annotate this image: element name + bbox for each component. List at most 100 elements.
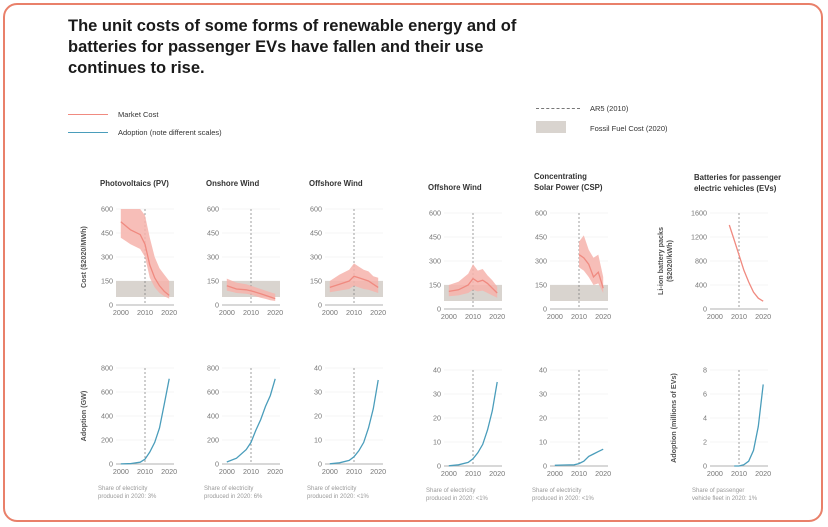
y-tick-label: 30 [433, 390, 441, 399]
market-cost-line [329, 275, 379, 289]
y-tick-label: 600 [207, 388, 219, 397]
x-tick-label: 2010 [731, 312, 747, 321]
y-tick-label: 40 [433, 366, 441, 375]
legend-ar5: AR5 (2010) [590, 104, 629, 113]
card-frame [3, 3, 823, 522]
y-tick-label: 300 [429, 257, 441, 266]
y-tick-label: 0 [437, 305, 441, 314]
x-tick-label: 2010 [346, 308, 362, 317]
adoption-swatch [68, 132, 108, 133]
y-tick-label: 1200 [691, 233, 707, 242]
y-tick-label: 400 [207, 412, 219, 421]
x-tick-label: 2020 [755, 312, 771, 321]
x-tick-label: 2000 [322, 467, 338, 476]
y-tick-label: 150 [429, 281, 441, 290]
market-cost-line [578, 254, 604, 289]
y-tick-label: 40 [314, 364, 322, 373]
y-tick-label: 600 [207, 205, 219, 214]
y-axis-label: Adoption (GW) [79, 390, 88, 441]
panel-title: Concentrating [534, 172, 587, 181]
x-tick-label: 2010 [346, 467, 362, 476]
share-note: produced in 2020: <1% [532, 496, 595, 502]
x-tick-label: 2000 [441, 312, 457, 321]
y-tick-label: 450 [429, 233, 441, 242]
market-cost-line [120, 221, 170, 296]
y-tick-label: 600 [310, 205, 322, 214]
market-cost-line [226, 285, 276, 300]
x-tick-label: 2020 [370, 467, 386, 476]
y-tick-label: 0 [215, 301, 219, 310]
x-tick-label: 2020 [595, 469, 611, 478]
share-note: Share of electricity [204, 486, 253, 492]
y-tick-label: 0 [318, 301, 322, 310]
y-axis-label: Cost ($2020/MWh) [79, 225, 88, 288]
x-tick-label: 2000 [113, 308, 129, 317]
x-tick-label: 2020 [161, 467, 177, 476]
cost-range-band [226, 278, 276, 301]
x-tick-label: 2010 [571, 469, 587, 478]
legend-fossil: Fossil Fuel Cost (2020) [590, 124, 668, 133]
x-tick-label: 2010 [137, 308, 153, 317]
y-tick-label: 10 [433, 438, 441, 447]
y-tick-label: 450 [101, 229, 113, 238]
market-cost-line [448, 277, 498, 294]
y-tick-label: 600 [101, 388, 113, 397]
y-tick-label: 150 [101, 277, 113, 286]
y-tick-label: 20 [433, 414, 441, 423]
x-tick-label: 2000 [547, 469, 563, 478]
panel-title: Offshore Wind [428, 183, 482, 192]
y-tick-label: 0 [543, 462, 547, 471]
x-tick-label: 2020 [267, 308, 283, 317]
y-tick-label: 450 [310, 229, 322, 238]
y-tick-label: 4 [703, 414, 707, 423]
x-tick-label: 2020 [161, 308, 177, 317]
legend-adoption: Adoption (note different scales) [118, 128, 222, 137]
x-tick-label: 2010 [137, 467, 153, 476]
x-tick-label: 2000 [547, 312, 563, 321]
y-tick-label: 450 [535, 233, 547, 242]
legend-market-cost: Market Cost [118, 110, 159, 119]
y-tick-label: 600 [101, 205, 113, 214]
y-tick-label: 30 [314, 388, 322, 397]
y-tick-label: 30 [539, 390, 547, 399]
panel-title: Onshore Wind [206, 179, 259, 188]
cost-range-band [329, 263, 379, 293]
share-note: produced in 2020: 3% [98, 494, 157, 500]
y-tick-label: 10 [314, 436, 322, 445]
y-tick-label: 6 [703, 390, 707, 399]
y-tick-label: 300 [310, 253, 322, 262]
y-axis-label: Li-ion battery packs [656, 227, 665, 295]
x-tick-label: 2010 [243, 467, 259, 476]
cost-range-band [448, 264, 498, 298]
x-tick-label: 2000 [219, 467, 235, 476]
y-tick-label: 800 [101, 364, 113, 373]
adoption-line [120, 378, 170, 465]
panel-title: Batteries for passenger [694, 173, 781, 182]
x-tick-label: 2020 [595, 312, 611, 321]
ar5-swatch [536, 108, 580, 109]
y-tick-label: 400 [101, 412, 113, 421]
y-tick-label: 10 [539, 438, 547, 447]
y-tick-label: 0 [437, 462, 441, 471]
y-tick-label: 600 [429, 209, 441, 218]
x-tick-label: 2000 [113, 467, 129, 476]
y-tick-label: 200 [101, 436, 113, 445]
cost-range-band [579, 235, 604, 293]
y-tick-label: 40 [539, 366, 547, 375]
x-tick-label: 2000 [707, 469, 723, 478]
fossil-swatch [536, 121, 566, 133]
y-tick-label: 2 [703, 438, 707, 447]
x-tick-label: 2020 [267, 467, 283, 476]
adoption-line [448, 381, 498, 467]
share-note: Share of electricity [307, 486, 356, 492]
share-note: Share of electricity [98, 486, 147, 492]
y-tick-label: 20 [539, 414, 547, 423]
x-tick-label: 2010 [571, 312, 587, 321]
y-tick-label: 450 [207, 229, 219, 238]
adoption-line [329, 379, 379, 465]
page-title: The unit costs of some forms of renewabl… [68, 17, 517, 77]
panel-title: Photovoltaics (PV) [100, 179, 169, 188]
y-tick-label: 0 [703, 305, 707, 314]
x-tick-label: 2000 [707, 312, 723, 321]
